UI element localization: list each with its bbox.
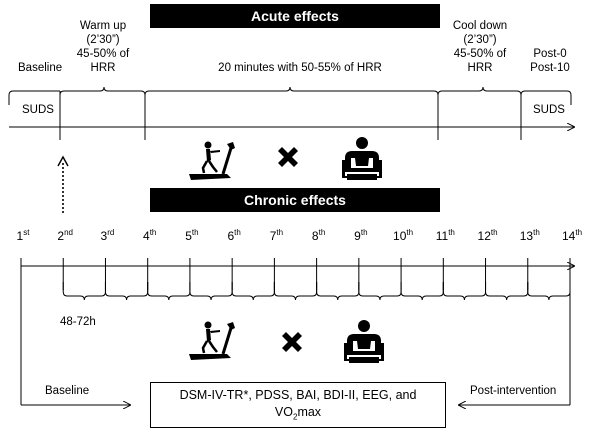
session-ordinal: th bbox=[448, 228, 455, 237]
measures-line-2: VO2max bbox=[151, 404, 445, 426]
session-brace bbox=[104, 282, 149, 301]
cooldown-line-1: Cool down bbox=[452, 20, 508, 32]
session-label: 8th bbox=[312, 228, 325, 243]
session-ordinal: th bbox=[533, 228, 540, 237]
session-number: 8 bbox=[311, 229, 319, 243]
cooldown-line-3: 45-50% of bbox=[453, 48, 507, 60]
session-brace bbox=[400, 282, 444, 301]
post-0-label: Post-0 bbox=[533, 48, 567, 60]
post-10-label: Post-10 bbox=[530, 62, 570, 74]
vo2-tail: max bbox=[297, 405, 322, 419]
session-ordinal: th bbox=[490, 228, 498, 237]
suds-left-label: SUDS bbox=[22, 104, 54, 116]
measures-box: DSM-IV-TR*, PDSS, BAI, BDI-II, EEG, and … bbox=[150, 382, 446, 428]
acute-timeline bbox=[9, 105, 574, 140]
session-ordinal: th bbox=[318, 228, 326, 237]
session-ordinal: th bbox=[360, 228, 368, 237]
session-number: 14 bbox=[561, 229, 576, 243]
seated-person-icon bbox=[342, 137, 382, 180]
session-label: 11th bbox=[436, 228, 455, 243]
session-brace bbox=[485, 282, 529, 301]
cooldown-line-4: HRR bbox=[467, 62, 493, 74]
session-ordinal: th bbox=[575, 228, 583, 237]
warmup-line-2: (2’30”) bbox=[86, 34, 120, 46]
session-ordinal: th bbox=[234, 228, 241, 237]
session-ordinal: th bbox=[191, 228, 199, 237]
session-ordinal: rd bbox=[107, 228, 115, 237]
interval-label: 48-72h bbox=[60, 316, 96, 328]
session-label: 7th bbox=[270, 228, 283, 243]
session-number: 7 bbox=[269, 229, 277, 243]
session-brace bbox=[442, 282, 487, 301]
session-number: 11 bbox=[435, 229, 449, 243]
session-number: 6 bbox=[227, 229, 235, 243]
warmup-line-3: 45-50% of bbox=[76, 48, 130, 60]
session-label: 5th bbox=[185, 228, 198, 243]
vo2-subscript: 2 bbox=[292, 412, 298, 422]
cooldown-label: Cool down (2’30”) 45-50% of HRR bbox=[448, 19, 512, 75]
treadmill-icon bbox=[189, 321, 235, 360]
session-ordinal: nd bbox=[64, 228, 74, 237]
session-number: 1 bbox=[16, 229, 24, 243]
session-brace bbox=[231, 282, 275, 301]
vo2-text: VO bbox=[274, 405, 293, 419]
seated-person-icon bbox=[344, 320, 384, 363]
acute-effects-header: Acute effects bbox=[150, 4, 440, 28]
session-label: 14th bbox=[562, 228, 582, 243]
session-number: 2 bbox=[57, 229, 65, 243]
session-number: 9 bbox=[354, 229, 361, 243]
main-phase-label: 20 minutes with 50-55% of HRR bbox=[218, 62, 382, 74]
session-label: 13th bbox=[520, 228, 540, 243]
session-label: 2nd bbox=[57, 228, 73, 243]
suds-right-label: SUDS bbox=[533, 104, 565, 116]
session-brace bbox=[527, 282, 571, 301]
session-label: 6th bbox=[227, 228, 240, 243]
session-label: 1st bbox=[17, 228, 30, 243]
session-number: 13 bbox=[519, 229, 534, 243]
session-brace bbox=[273, 282, 318, 301]
post-intervention-label: Post-intervention bbox=[470, 385, 557, 397]
acute-braces bbox=[8, 86, 572, 105]
cross-icon bbox=[282, 332, 302, 352]
session-braces bbox=[62, 282, 571, 301]
session-number: 3 bbox=[100, 229, 108, 243]
session-label: 9th bbox=[354, 228, 367, 243]
session-brace bbox=[316, 282, 360, 301]
session-ordinal: th bbox=[406, 228, 414, 237]
session-label: 3rd bbox=[101, 228, 115, 243]
cross-icon bbox=[278, 147, 298, 167]
chronic-effects-header: Chronic effects bbox=[150, 188, 440, 212]
baseline-bottom-label: Baseline bbox=[45, 385, 90, 397]
post-label: Post-0 Post-10 bbox=[525, 47, 575, 75]
session-brace bbox=[147, 282, 191, 301]
session-ordinal: st bbox=[23, 228, 30, 237]
warmup-label: Warm up (2’30”) 45-50% of HRR bbox=[75, 19, 131, 75]
bottom-arrows bbox=[20, 290, 571, 405]
session-brace bbox=[189, 282, 233, 301]
session-brace bbox=[62, 282, 106, 301]
cooldown-line-2: (2’30”) bbox=[463, 34, 497, 46]
baseline-label: Baseline bbox=[18, 62, 63, 74]
session-ordinal: th bbox=[276, 228, 284, 237]
session-ordinal: th bbox=[149, 228, 157, 237]
session-label: 4th bbox=[143, 228, 156, 243]
session-brace bbox=[358, 282, 402, 301]
dotted-arrow bbox=[57, 155, 69, 213]
treadmill-icon bbox=[189, 141, 235, 180]
session-label: 12th bbox=[478, 228, 498, 243]
session-number: 5 bbox=[185, 229, 192, 243]
session-number: 4 bbox=[143, 229, 150, 243]
warmup-line-4: HRR bbox=[90, 62, 116, 74]
warmup-line-1: Warm up bbox=[79, 20, 127, 32]
session-label: 10th bbox=[393, 228, 413, 243]
session-number: 12 bbox=[477, 229, 491, 243]
session-ticks bbox=[20, 258, 571, 290]
session-number: 10 bbox=[393, 229, 407, 243]
measures-line-1: DSM-IV-TR*, PDSS, BAI, BDI-II, EEG, and bbox=[179, 388, 417, 402]
